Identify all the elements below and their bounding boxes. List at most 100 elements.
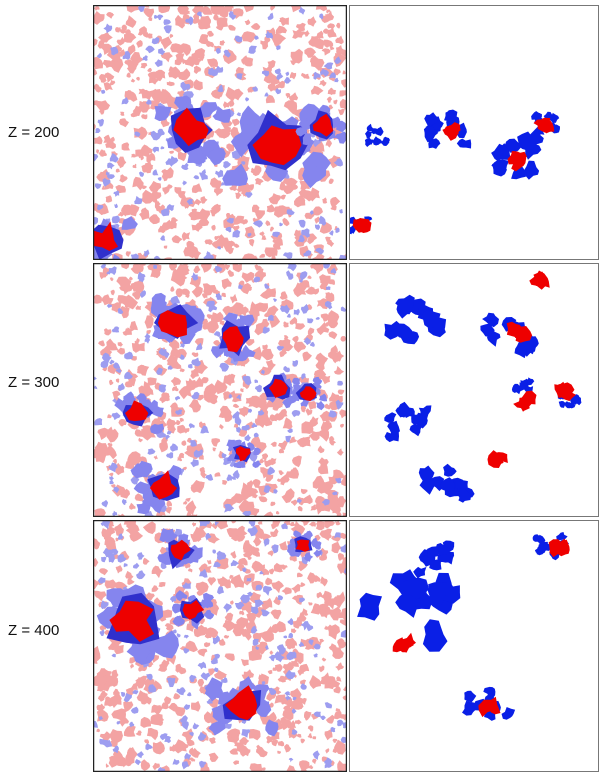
speckle bbox=[290, 59, 297, 66]
region bbox=[154, 106, 172, 122]
speckle bbox=[328, 331, 338, 340]
speckle bbox=[303, 250, 312, 257]
speckle bbox=[172, 739, 187, 754]
speckle bbox=[303, 337, 311, 346]
region bbox=[198, 102, 219, 118]
speckle bbox=[152, 146, 159, 153]
speckle bbox=[183, 499, 188, 505]
speckle bbox=[97, 118, 104, 127]
region bbox=[485, 696, 501, 715]
speckle bbox=[134, 195, 143, 205]
region bbox=[336, 120, 347, 133]
speckle bbox=[123, 725, 136, 737]
speckle bbox=[177, 151, 187, 162]
speckle bbox=[274, 694, 287, 704]
speckle bbox=[206, 698, 213, 704]
speckle bbox=[335, 591, 345, 603]
speckle bbox=[251, 548, 260, 557]
speckle bbox=[172, 758, 180, 765]
speckle bbox=[299, 221, 305, 226]
speckle bbox=[138, 88, 147, 96]
speckle bbox=[132, 163, 137, 169]
speckle bbox=[292, 360, 299, 367]
speckle bbox=[157, 177, 162, 181]
speckle bbox=[280, 304, 290, 315]
speckle bbox=[337, 380, 344, 386]
speckle bbox=[182, 180, 187, 186]
speckle bbox=[314, 216, 320, 224]
speckle bbox=[109, 480, 114, 485]
speckle bbox=[309, 210, 314, 215]
speckle bbox=[105, 195, 113, 203]
speckle bbox=[115, 168, 120, 173]
speckle bbox=[255, 645, 259, 650]
speckle bbox=[203, 253, 214, 260]
speckle bbox=[266, 305, 279, 318]
speckle bbox=[308, 639, 314, 646]
speckle bbox=[180, 197, 191, 209]
speckle bbox=[109, 359, 115, 365]
region bbox=[402, 632, 416, 648]
speckle bbox=[226, 213, 232, 220]
speckle bbox=[178, 452, 185, 459]
speckle bbox=[264, 247, 278, 258]
speckle bbox=[191, 352, 199, 357]
speckle bbox=[300, 520, 310, 526]
speckle bbox=[147, 67, 152, 72]
speckle bbox=[300, 582, 306, 587]
speckle bbox=[171, 235, 183, 244]
region bbox=[513, 397, 530, 411]
speckle bbox=[232, 263, 242, 273]
speckle bbox=[330, 726, 336, 733]
speckle bbox=[329, 436, 335, 443]
speckle bbox=[339, 532, 347, 540]
speckle bbox=[193, 376, 204, 388]
speckle bbox=[328, 230, 334, 236]
region bbox=[265, 719, 279, 737]
speckle bbox=[170, 348, 182, 358]
speckle bbox=[117, 307, 124, 315]
speckle bbox=[313, 71, 321, 80]
speckle bbox=[302, 494, 313, 505]
speckle bbox=[145, 592, 155, 601]
speckle bbox=[223, 101, 230, 109]
speckle bbox=[341, 474, 347, 487]
speckle bbox=[219, 320, 225, 326]
speckle bbox=[226, 728, 241, 741]
speckle bbox=[285, 435, 292, 443]
region bbox=[457, 488, 472, 502]
panel-border bbox=[93, 263, 347, 517]
speckle bbox=[186, 622, 197, 632]
speckle bbox=[254, 322, 265, 336]
speckle bbox=[131, 153, 136, 158]
speckle bbox=[154, 72, 163, 82]
speckle bbox=[214, 65, 224, 73]
speckle bbox=[233, 423, 239, 428]
speckle bbox=[258, 458, 265, 464]
speckle bbox=[141, 114, 148, 120]
speckle bbox=[311, 55, 317, 59]
speckle bbox=[175, 14, 185, 29]
speckle bbox=[307, 725, 314, 732]
speckle bbox=[158, 48, 166, 56]
speckle bbox=[207, 577, 217, 586]
speckle bbox=[235, 191, 242, 199]
speckle bbox=[224, 612, 234, 622]
speckle bbox=[136, 40, 143, 48]
region bbox=[353, 218, 371, 230]
speckle bbox=[323, 263, 330, 269]
speckle bbox=[228, 24, 236, 31]
speckle bbox=[230, 574, 245, 588]
speckle bbox=[126, 72, 131, 78]
speckle bbox=[324, 301, 333, 310]
speckle bbox=[172, 629, 177, 634]
speckle bbox=[200, 471, 207, 479]
speckle bbox=[106, 174, 115, 179]
speckle bbox=[261, 348, 274, 361]
speckle bbox=[242, 510, 252, 517]
speckle bbox=[238, 558, 248, 566]
speckle bbox=[231, 533, 240, 542]
speckle bbox=[327, 316, 338, 328]
speckle bbox=[251, 560, 264, 573]
speckle bbox=[270, 441, 277, 447]
